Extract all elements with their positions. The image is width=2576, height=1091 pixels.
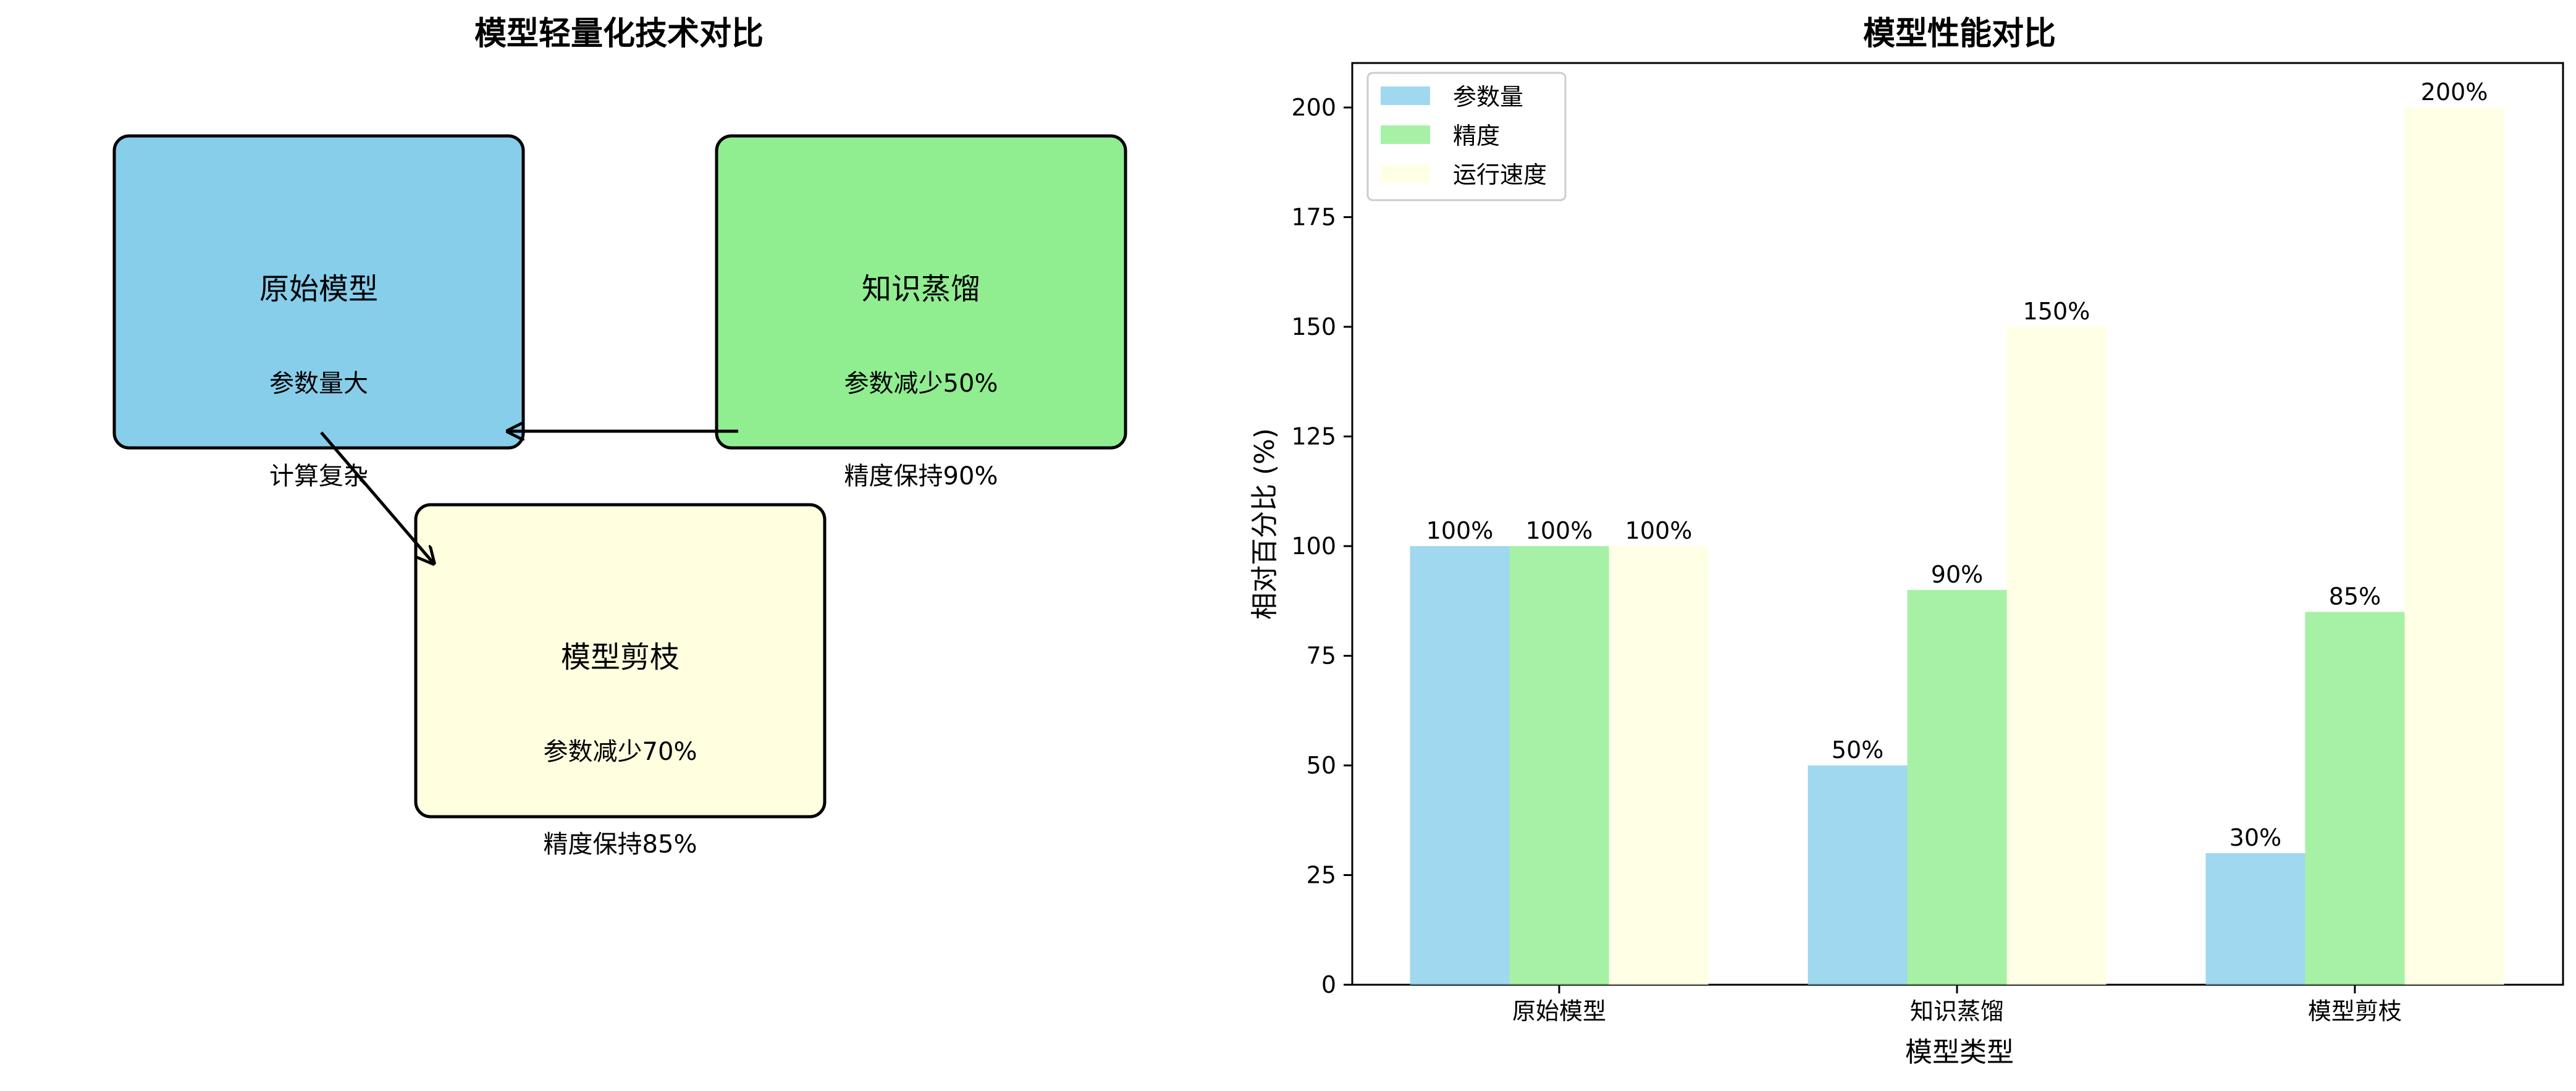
distillation-caption: 精度保持90%	[844, 462, 998, 491]
x-axis-label: 模型类型	[1905, 1037, 2014, 1068]
legend-label-accuracy: 精度	[1453, 122, 1500, 150]
bar-1-category-1	[1410, 546, 1510, 985]
y-tick-label: 125	[1291, 423, 1336, 450]
distillation-box: 知识蒸馏 参数减少50% 精度保持90%	[715, 134, 1127, 491]
x-tick-label: 知识蒸馏	[1910, 998, 2004, 1025]
bar-labels-layer: 100% 100% 100% 50% 90% 150% 30% 85% 200%	[1426, 78, 2488, 851]
bar-1-category-2	[1808, 765, 1908, 985]
original-model-title: 原始模型	[259, 272, 378, 306]
pruning-box: 模型剪枝 参数减少70% 精度保持85%	[414, 503, 827, 859]
pruning-subtitle: 参数减少70%	[544, 738, 697, 766]
y-tick-label: 100	[1291, 533, 1336, 560]
legend-swatch-accuracy	[1381, 125, 1430, 144]
y-axis-label: 相对百分比 (%)	[1249, 428, 1281, 620]
x-axis-ticks: 原始模型 知识蒸馏 模型剪枝	[1512, 985, 2402, 1025]
bar-3-category-2	[2006, 327, 2107, 985]
distillation-box-shape	[715, 134, 1127, 450]
bar-1-category-3	[2205, 853, 2305, 985]
bar-2-category-2	[1907, 590, 2007, 985]
y-tick-label: 0	[1321, 971, 1336, 998]
bar-2-category-1	[1509, 546, 1609, 985]
bar-value-label: 200%	[2421, 78, 2488, 106]
y-tick-label: 150	[1291, 313, 1336, 340]
left-diagram-panel: 模型轻量化技术对比 原始模型 参数量大 计算复杂 知识蒸馏 参数减少50% 精度…	[112, 15, 1127, 859]
original-model-box: 原始模型 参数量大 计算复杂	[112, 134, 525, 491]
bar-2-category-3	[2305, 612, 2405, 985]
pruning-box-shape	[414, 503, 827, 819]
original-model-box-shape	[112, 134, 525, 450]
legend-swatch-speed	[1381, 164, 1430, 183]
bar-3-category-1	[1609, 546, 1709, 985]
legend: 参数量 精度 运行速度	[1366, 72, 1567, 201]
arrow-original-to-pruning	[320, 431, 434, 563]
y-tick-label: 75	[1307, 642, 1336, 670]
pruning-caption: 精度保持85%	[544, 830, 697, 859]
bar-3-category-3	[2404, 107, 2504, 985]
bar-value-label: 150%	[2023, 298, 2090, 325]
bar-value-label: 100%	[1625, 517, 1693, 544]
y-tick-label: 200	[1291, 94, 1336, 121]
x-tick-label: 原始模型	[1512, 998, 1606, 1025]
y-tick-label: 25	[1307, 862, 1336, 889]
bars-layer	[1410, 107, 2504, 985]
x-tick-label: 模型剪枝	[2308, 998, 2402, 1025]
bar-value-label: 100%	[1426, 517, 1494, 544]
legend-swatch-params	[1381, 86, 1430, 105]
y-tick-label: 50	[1307, 752, 1336, 779]
original-model-subtitle: 参数量大	[269, 369, 368, 398]
distillation-title: 知识蒸馏	[862, 272, 980, 306]
bar-value-label: 50%	[1832, 736, 1884, 764]
legend-label-speed: 运行速度	[1453, 161, 1547, 188]
chart-title: 模型性能对比	[1863, 15, 2056, 53]
diagram-title: 模型轻量化技术对比	[474, 15, 764, 53]
y-axis-ticks: 0 25 50 75 100 125 150 175 200	[1291, 94, 1352, 998]
y-tick-label: 175	[1291, 204, 1336, 231]
pruning-title: 模型剪枝	[561, 640, 680, 675]
original-model-caption: 计算复杂	[269, 462, 368, 491]
distillation-subtitle: 参数减少50%	[844, 369, 998, 398]
bar-value-label: 90%	[1931, 561, 1983, 588]
bar-value-label: 100%	[1526, 517, 1593, 544]
legend-label-params: 参数量	[1453, 83, 1523, 111]
bar-value-label: 30%	[2229, 824, 2281, 851]
bar-value-label: 85%	[2329, 583, 2381, 610]
bar-chart-panel: 模型性能对比 100% 100% 100%50%90%150%30%85%200% …	[1249, 15, 2564, 1068]
